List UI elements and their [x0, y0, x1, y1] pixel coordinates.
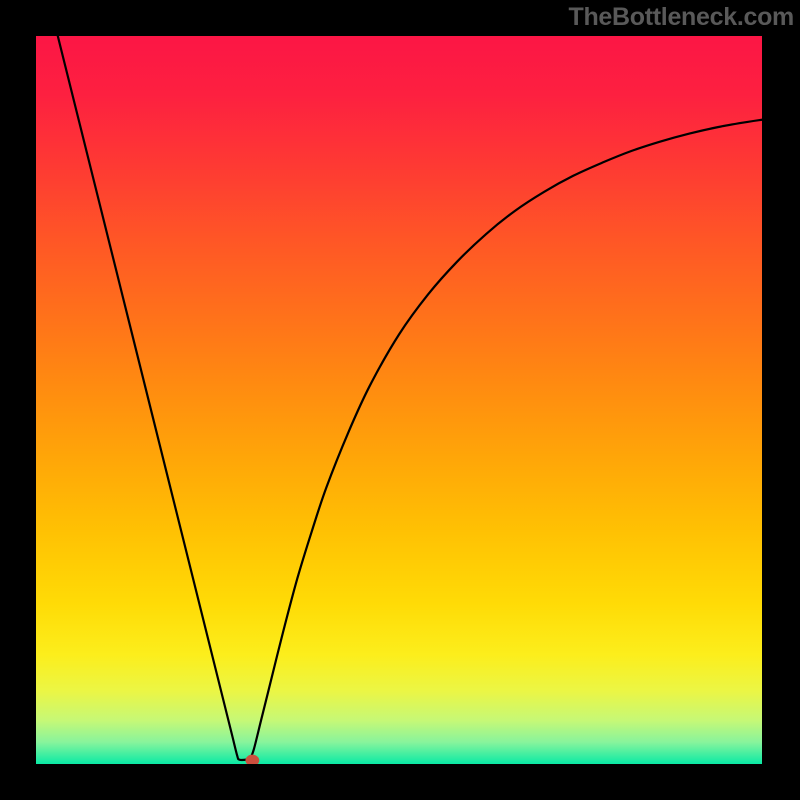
chart-container: TheBottleneck.com	[0, 0, 800, 800]
curve-layer	[0, 0, 800, 800]
optimum-marker	[245, 755, 259, 766]
bottleneck-curve	[58, 36, 762, 760]
attribution-label: TheBottleneck.com	[562, 0, 800, 35]
